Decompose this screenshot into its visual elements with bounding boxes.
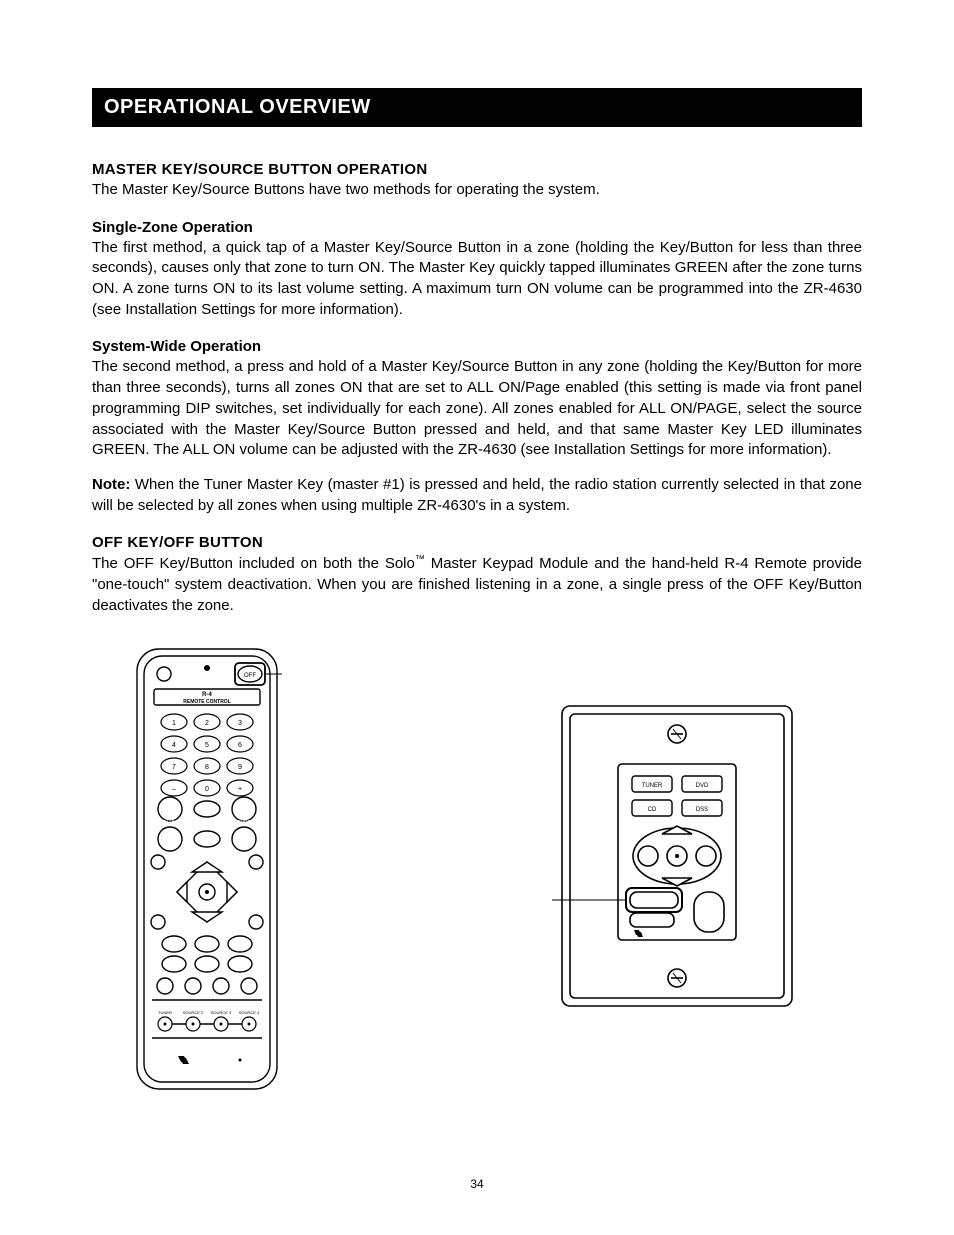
svg-text:2: 2 [205,720,209,727]
figures-row: OFF R-4 REMOTE CONTROL 123456789–0+ ⊕ ⊖ … [92,644,862,1094]
intro-paragraph: The Master Key/Source Buttons have two m… [92,180,862,201]
svg-text:DVD: DVD [696,783,709,789]
svg-text:VOLUME: VOLUME [159,820,181,826]
svg-text:⟲: ⟲ [162,985,167,991]
svg-text:⊙: ⊙ [246,985,251,991]
svg-text:VOLUME: VOLUME [699,911,718,916]
svg-text:+: + [706,896,712,907]
svg-text:DSS: DSS [696,807,708,813]
off-body-a: The OFF Key/Button included on both the … [92,555,415,572]
svg-text:0: 0 [205,786,209,793]
svg-text:+: + [238,786,242,793]
remote-off-label: OFF [244,673,256,679]
svg-text:⊟: ⊟ [190,985,195,991]
svg-text:▸▸: ▸▸ [236,942,244,949]
heading-system-wide: System-Wide Operation [92,338,862,355]
section-master-key: MASTER KEY/SOURCE BUTTON OPERATION The M… [92,161,862,516]
svg-text:OFF: OFF [647,898,661,905]
paragraph-off-key: The OFF Key/Button included on both the … [92,553,862,616]
trademark-symbol: ™ [415,554,425,565]
svg-text:⊖: ⊖ [239,834,248,846]
svg-text:◂◂: ◂◂ [170,942,178,949]
heading-master-key: MASTER KEY/SOURCE BUTTON OPERATION [92,161,862,178]
svg-text:NILES: NILES [656,932,677,939]
svg-text:M: M [156,861,161,867]
note-body: When the Tuner Master Key (master #1) is… [92,476,862,514]
note-paragraph: Note: When the Tuner Master Key (master … [92,475,862,516]
remote-title-2: REMOTE CONTROL [183,699,231,705]
svg-text:4: 4 [172,742,176,749]
svg-text:3: 3 [238,720,242,727]
remote-brand: NILES [190,1052,233,1067]
svg-text:▸: ▸ [704,852,709,862]
svg-text:■: ■ [205,962,209,969]
svg-text:–: – [172,786,176,793]
svg-text:8: 8 [205,764,209,771]
remote-title-1: R-4 [202,692,212,698]
svg-text:⊕: ⊕ [165,804,174,816]
svg-text:▸: ▸ [205,942,209,949]
svg-text:⊞: ⊞ [218,985,223,991]
svg-text:SOURCE 4: SOURCE 4 [239,1010,260,1015]
svg-text:SOURCE 2: SOURCE 2 [183,1010,204,1015]
svg-text:1: 1 [172,720,176,727]
svg-text:AM: AM [203,808,212,814]
svg-text:SOURCE 3: SOURCE 3 [211,1010,232,1015]
svg-text:7: 7 [172,764,176,771]
heading-single-zone: Single-Zone Operation [92,219,862,236]
section-header: OPERATIONAL OVERVIEW [92,88,862,127]
svg-text:FM: FM [203,838,212,844]
svg-text:TUNER: TUNER [642,783,663,789]
svg-text:P: P [254,921,258,927]
note-label: Note: [92,476,130,493]
page-number: 34 [0,1177,954,1191]
svg-text:MUTE: MUTE [167,963,182,969]
svg-text:⊖: ⊖ [165,834,174,846]
svg-text:F: F [156,921,160,927]
section-off-key: OFF KEY/OFF BUTTON The OFF Key/Button in… [92,534,862,616]
svg-text:SURF: SURF [237,820,251,826]
paragraph-system-wide: The second method, a press and hold of a… [92,357,862,460]
svg-text:6: 6 [238,742,242,749]
keypad-figure: TUNER DVD CD DSS ◂ ▸ OFF MUTE NILES [552,700,802,1020]
remote-control-figure: OFF R-4 REMOTE CONTROL 123456789–0+ ⊕ ⊖ … [132,644,282,1094]
paragraph-single-zone: The first method, a quick tap of a Maste… [92,238,862,321]
svg-text:⊕: ⊕ [239,804,248,816]
svg-text:–: – [706,915,713,929]
svg-text:TUNER: TUNER [158,1010,172,1015]
svg-text:❚❚: ❚❚ [234,961,246,969]
svg-text:5: 5 [205,742,209,749]
svg-text:G: G [254,861,259,867]
svg-text:MUTE: MUTE [644,919,661,925]
svg-text:CD: CD [648,807,657,813]
heading-off-key: OFF KEY/OFF BUTTON [92,534,862,551]
svg-text:9: 9 [238,764,242,771]
svg-text:◂: ◂ [646,852,651,862]
